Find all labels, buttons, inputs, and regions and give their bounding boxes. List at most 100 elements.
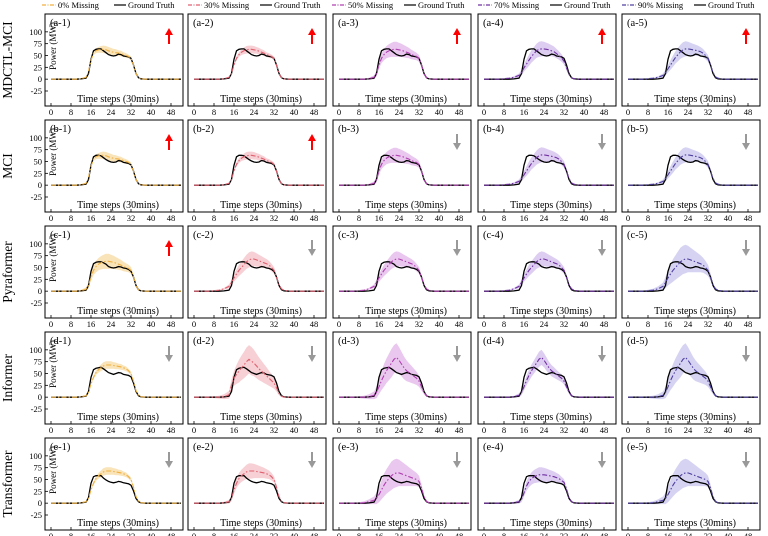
arrow-down-icon <box>453 346 461 362</box>
x-tick-label: 24 <box>107 107 116 117</box>
prediction-line <box>484 356 614 398</box>
x-axis-label: Time steps (30mins) <box>654 518 736 529</box>
panel-frame <box>621 13 761 107</box>
x-tick-label: 24 <box>395 319 404 329</box>
x-axis-label: Time steps (30mins) <box>510 200 592 211</box>
uncertainty-band <box>194 345 324 400</box>
x-tick-label: 32 <box>127 531 136 536</box>
y-axis-label: Power (MW) <box>48 22 58 70</box>
panel-frame <box>621 331 761 425</box>
x-tick-label: 16 <box>230 107 239 117</box>
uncertainty-band <box>194 45 324 80</box>
row-label-4: Transformer <box>0 450 15 517</box>
x-tick-label: 0 <box>337 213 341 223</box>
x-tick-label: 40 <box>147 531 156 536</box>
x-tick-label: 40 <box>147 213 156 223</box>
arrow-down-icon <box>742 346 750 362</box>
x-tick-label: 0 <box>626 213 630 223</box>
panel-frame <box>621 437 761 531</box>
x-axis-label: Time steps (30mins) <box>220 518 302 529</box>
arrow-up-icon <box>308 134 316 150</box>
x-tick-label: 16 <box>520 319 529 329</box>
x-tick-label: 24 <box>395 425 404 435</box>
uncertainty-band <box>339 147 469 186</box>
x-tick-label: 16 <box>375 319 384 329</box>
prediction-line <box>51 364 181 398</box>
y-tick-label: -25 <box>31 404 42 414</box>
legend-label-7: Ground Truth <box>564 0 611 10</box>
x-tick-label: 0 <box>192 107 196 117</box>
x-tick-label: 8 <box>502 425 506 435</box>
x-axis-label: Time steps (30mins) <box>365 200 447 211</box>
uncertainty-band <box>628 147 758 186</box>
x-tick-label: 48 <box>167 425 176 435</box>
x-tick-label: 8 <box>357 425 361 435</box>
panel-label: (b-4) <box>483 124 504 135</box>
x-tick-label: 24 <box>250 213 259 223</box>
x-tick-label: 8 <box>646 531 650 536</box>
uncertainty-band <box>628 458 758 505</box>
x-tick-label: 8 <box>502 531 506 536</box>
x-tick-label: 0 <box>482 107 486 117</box>
arrow-down-icon <box>598 134 606 150</box>
x-tick-label: 0 <box>49 425 53 435</box>
panel-c-4: 0 8 16 24 32 40 48 Time steps (30mins) (c-4) <box>477 225 617 329</box>
x-tick-label: 0 <box>192 531 196 536</box>
x-tick-label: 0 <box>482 213 486 223</box>
x-tick-label: 48 <box>744 213 753 223</box>
panel-frame <box>187 331 327 425</box>
legend-label-9: Ground Truth <box>708 0 755 10</box>
x-tick-label: 32 <box>560 531 569 536</box>
panel-label: (e-5) <box>627 442 648 453</box>
x-tick-label: 8 <box>646 319 650 329</box>
x-tick-label: 32 <box>127 319 136 329</box>
arrow-down-icon <box>742 452 750 468</box>
panel-e-3: 0 8 16 24 32 40 48 Time steps (30mins) (e-3) <box>332 437 472 536</box>
panel-frame <box>332 13 472 107</box>
x-tick-label: 48 <box>455 213 464 223</box>
x-tick-label: 24 <box>107 319 116 329</box>
x-tick-label: 48 <box>744 531 753 536</box>
uncertainty-band <box>51 253 181 292</box>
x-tick-label: 16 <box>87 213 96 223</box>
panel-c-2: 0 8 16 24 32 40 48 Time steps (30mins) (c-2) <box>187 225 327 329</box>
x-tick-label: 48 <box>455 531 464 536</box>
prediction-line <box>339 356 469 398</box>
panel-label: (d-3) <box>338 336 359 347</box>
arrow-down-icon <box>742 240 750 256</box>
x-tick-label: 32 <box>415 319 424 329</box>
x-tick-label: 40 <box>580 531 589 536</box>
y-tick-label: 0 <box>38 392 42 402</box>
x-tick-label: 0 <box>482 319 486 329</box>
x-tick-label: 40 <box>580 425 589 435</box>
x-tick-label: 16 <box>520 531 529 536</box>
x-tick-label: 16 <box>375 213 384 223</box>
x-tick-label: 0 <box>49 531 53 536</box>
x-tick-label: 24 <box>107 213 116 223</box>
x-tick-label: 8 <box>69 531 73 536</box>
x-tick-label: 24 <box>540 319 549 329</box>
x-axis-label: Time steps (30mins) <box>77 306 159 317</box>
y-tick-label: 25 <box>34 380 43 390</box>
x-tick-label: 8 <box>502 213 506 223</box>
x-tick-label: 48 <box>310 213 319 223</box>
x-tick-label: 40 <box>290 531 299 536</box>
panel-label: (e-3) <box>338 442 359 453</box>
y-tick-label: 75 <box>34 145 43 155</box>
x-tick-label: 48 <box>744 425 753 435</box>
y-tick-label: 0 <box>38 498 42 508</box>
x-tick-label: 16 <box>375 425 384 435</box>
x-tick-label: 8 <box>357 319 361 329</box>
x-tick-label: 8 <box>357 107 361 117</box>
x-tick-label: 16 <box>664 213 673 223</box>
panel-b-4: 0 8 16 24 32 40 48 Time steps (30mins) (b-4) <box>477 119 617 223</box>
x-tick-label: 32 <box>704 319 713 329</box>
x-tick-label: 40 <box>290 319 299 329</box>
x-tick-label: 24 <box>250 107 259 117</box>
prediction-line <box>628 48 758 80</box>
x-tick-label: 48 <box>310 531 319 536</box>
prediction-line <box>484 258 614 292</box>
x-tick-label: 32 <box>270 319 279 329</box>
y-tick-label: 0 <box>38 286 42 296</box>
